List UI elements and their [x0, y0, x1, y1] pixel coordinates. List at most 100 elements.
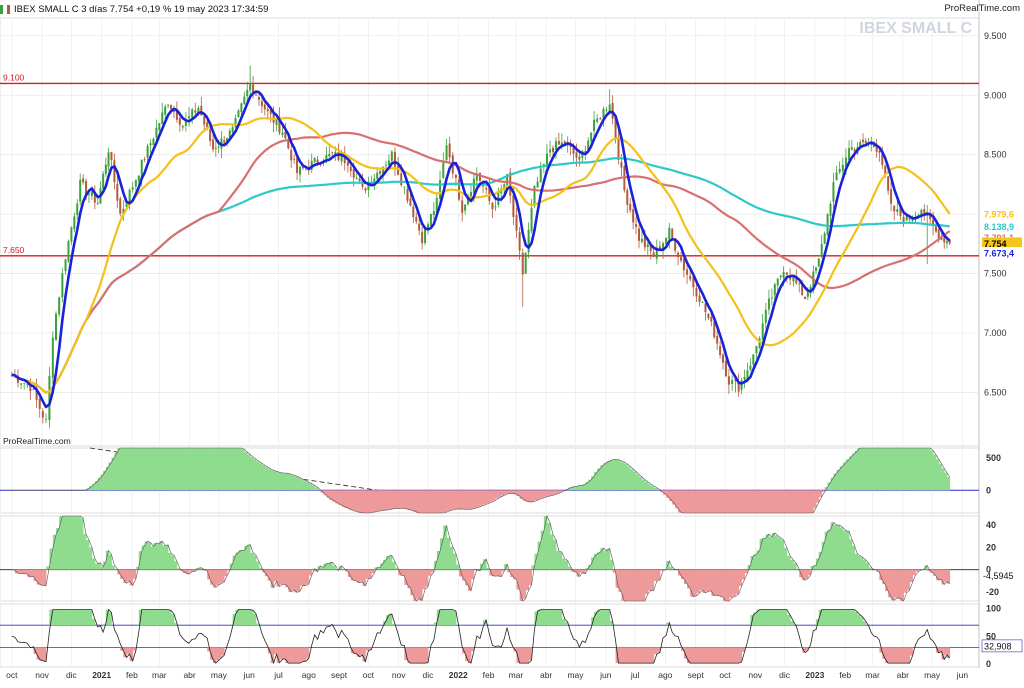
candle-body — [218, 146, 220, 147]
candle-body — [765, 310, 767, 323]
osc3-oversold-fill — [729, 647, 733, 663]
candle-body — [683, 259, 685, 271]
brand-label[interactable]: ProRealTime.com — [944, 3, 1020, 14]
candle-body — [144, 159, 146, 160]
osc3-oversold-fill — [216, 647, 219, 660]
candle-body — [258, 97, 260, 100]
candle-body — [552, 148, 554, 152]
osc1-bar — [419, 490, 422, 513]
candle-body — [212, 139, 214, 149]
candle-body — [158, 123, 160, 130]
osc2-bar — [401, 570, 405, 576]
osc1-bar — [846, 459, 850, 490]
osc1-bar — [120, 448, 124, 490]
x-tick-label: mar — [509, 670, 524, 680]
osc2-bar — [669, 567, 672, 570]
osc2-bar — [363, 570, 366, 586]
osc3-overbought-fill — [769, 610, 772, 626]
osc2-bar — [550, 535, 553, 570]
osc3-oversold-fill — [520, 647, 524, 663]
osc1-bar — [763, 490, 767, 513]
osc3-overbought-fill — [855, 612, 858, 625]
osc1-bar — [468, 490, 471, 509]
osc1-bar — [504, 490, 507, 494]
osc2-bar — [855, 554, 858, 570]
osc1-bar — [642, 480, 645, 491]
osc3-overbought-fill — [857, 615, 860, 625]
osc2-bar — [825, 532, 828, 570]
osc2-bar — [89, 547, 92, 569]
osc1-bar — [453, 490, 457, 509]
osc2-bar — [126, 570, 130, 581]
osc1-bar — [224, 448, 227, 490]
osc1-bar — [532, 490, 535, 501]
candle-body — [246, 90, 248, 96]
x-tick-label: sept — [688, 670, 705, 680]
candle-body — [689, 276, 691, 280]
osc2-bar — [753, 554, 757, 569]
osc1-bar — [145, 448, 148, 490]
osc1-bar — [787, 490, 791, 513]
osc2-bar — [913, 570, 916, 575]
osc1-bar — [392, 490, 396, 508]
osc1-bar — [616, 460, 619, 491]
candle-body — [359, 179, 361, 181]
osc2-bar — [168, 553, 171, 570]
osc3-overbought-fill — [86, 610, 89, 626]
osc3-tick-label: 100 — [986, 603, 1001, 613]
candle-body — [430, 214, 432, 226]
candle-body — [798, 283, 800, 284]
price-tick-label: 8.500 — [984, 150, 1007, 160]
candle-body — [129, 190, 131, 202]
osc1-bar — [857, 448, 860, 490]
osc1-bar — [651, 486, 654, 490]
candle-body — [170, 105, 172, 109]
osc1-bar — [422, 490, 425, 513]
candle-body — [479, 173, 481, 181]
osc1-bar — [747, 490, 750, 513]
osc1-bar — [357, 490, 360, 512]
osc3-overbought-fill — [244, 610, 247, 626]
candle-body — [686, 269, 688, 274]
osc1-bar — [813, 490, 816, 507]
osc2-bar — [291, 570, 294, 590]
osc1-bar — [315, 487, 318, 490]
osc2-tick-label: 20 — [986, 542, 996, 552]
osc3-oversold-fill — [690, 647, 694, 663]
candle-body — [671, 229, 673, 239]
x-tick-label: jul — [273, 670, 283, 680]
osc1-bar — [907, 448, 910, 490]
osc3-oversold-fill — [720, 647, 723, 663]
osc3-oversold-fill — [639, 647, 642, 663]
candle-body — [722, 355, 724, 363]
osc2-bar — [630, 570, 633, 601]
osc2-bar — [556, 551, 559, 570]
candle-body — [209, 129, 211, 141]
osc2-bar — [607, 549, 611, 570]
osc3-oversold-fill — [291, 647, 294, 663]
price-panel — [0, 18, 979, 446]
candle-body — [829, 204, 831, 216]
candle-body — [296, 158, 298, 173]
candle-body — [293, 159, 295, 160]
osc2-bar — [891, 570, 895, 601]
osc3-oversold-fill — [633, 647, 636, 663]
osc2-bar — [888, 570, 891, 598]
osc3-oversold-fill — [696, 647, 700, 663]
osc3-overbought-fill — [151, 610, 154, 626]
candle-body — [356, 178, 358, 179]
candle-body — [442, 161, 444, 178]
osc2-bar — [130, 570, 134, 586]
osc3-overbought-fill — [822, 610, 825, 626]
osc1-bar — [165, 448, 168, 490]
osc1-bar — [947, 477, 950, 490]
candle-body — [731, 380, 733, 384]
candle-body — [555, 141, 557, 149]
candle-body — [807, 292, 809, 297]
osc2-bar — [133, 570, 137, 579]
candle-body — [599, 118, 601, 119]
candle-body — [540, 169, 542, 183]
osc1-bar — [610, 460, 613, 490]
osc2-bar — [354, 570, 357, 581]
osc3-overbought-fill — [83, 610, 86, 626]
